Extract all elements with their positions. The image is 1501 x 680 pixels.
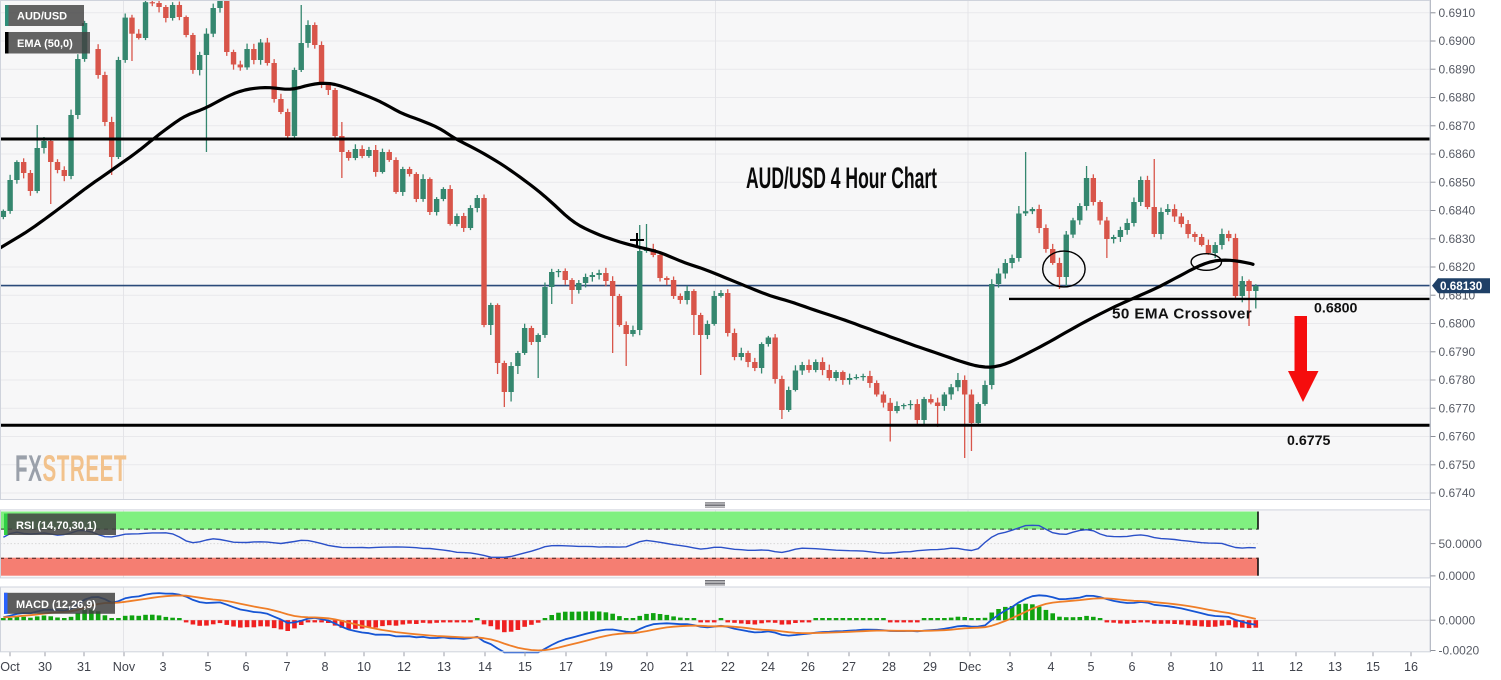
svg-text:3: 3 bbox=[1006, 660, 1013, 674]
svg-text:15: 15 bbox=[518, 660, 532, 674]
svg-text:-0.0020: -0.0020 bbox=[1439, 644, 1480, 658]
svg-text:0.6820: 0.6820 bbox=[1439, 260, 1476, 274]
svg-text:RSI (14,70,30,1): RSI (14,70,30,1) bbox=[16, 520, 97, 532]
svg-text:0.6830: 0.6830 bbox=[1439, 232, 1476, 246]
svg-text:0.6850: 0.6850 bbox=[1439, 175, 1476, 189]
svg-text:16: 16 bbox=[1404, 660, 1418, 674]
svg-text:0.6750: 0.6750 bbox=[1439, 458, 1476, 472]
svg-text:50.0000: 50.0000 bbox=[1439, 537, 1483, 551]
svg-text:13: 13 bbox=[1328, 660, 1342, 674]
svg-text:11: 11 bbox=[1251, 660, 1264, 674]
svg-text:FXSTREET: FXSTREET bbox=[15, 449, 127, 490]
svg-text:8: 8 bbox=[1167, 660, 1174, 674]
svg-text:31: 31 bbox=[77, 660, 91, 674]
svg-text:30: 30 bbox=[38, 660, 52, 674]
svg-text:21: 21 bbox=[680, 660, 694, 674]
svg-text:13: 13 bbox=[437, 660, 451, 674]
svg-text:5: 5 bbox=[204, 660, 211, 674]
svg-text:29: 29 bbox=[923, 660, 937, 674]
svg-text:0.6900: 0.6900 bbox=[1439, 34, 1476, 48]
svg-text:0.6840: 0.6840 bbox=[1439, 204, 1476, 218]
svg-text:27: 27 bbox=[842, 660, 856, 674]
svg-text:0.6775: 0.6775 bbox=[1287, 433, 1331, 449]
svg-text:0.68130: 0.68130 bbox=[1440, 280, 1483, 293]
svg-text:0.6860: 0.6860 bbox=[1439, 147, 1476, 161]
svg-text:7: 7 bbox=[283, 660, 290, 674]
svg-text:0.0000: 0.0000 bbox=[1439, 613, 1476, 627]
svg-text:10: 10 bbox=[1209, 660, 1223, 674]
svg-text:0.0000: 0.0000 bbox=[1439, 569, 1476, 583]
svg-text:12: 12 bbox=[1289, 660, 1303, 674]
svg-text:24: 24 bbox=[761, 660, 775, 674]
svg-text:28: 28 bbox=[882, 660, 896, 674]
svg-text:20: 20 bbox=[640, 660, 654, 674]
svg-text:12: 12 bbox=[397, 660, 411, 674]
svg-text:3: 3 bbox=[159, 660, 166, 674]
svg-text:6: 6 bbox=[242, 660, 249, 674]
svg-text:50 EMA Crossover: 50 EMA Crossover bbox=[1112, 306, 1252, 323]
svg-text:MACD (12,26,9): MACD (12,26,9) bbox=[16, 599, 96, 611]
svg-text:0.6910: 0.6910 bbox=[1439, 6, 1476, 20]
svg-text:0.6890: 0.6890 bbox=[1439, 63, 1476, 77]
svg-text:Dec: Dec bbox=[959, 660, 981, 674]
svg-text:0.6800: 0.6800 bbox=[1314, 301, 1358, 317]
svg-text:0.6800: 0.6800 bbox=[1439, 317, 1476, 331]
svg-text:22: 22 bbox=[721, 660, 735, 674]
svg-text:14: 14 bbox=[478, 660, 492, 674]
svg-text:0.6780: 0.6780 bbox=[1439, 373, 1476, 387]
svg-text:0.6770: 0.6770 bbox=[1439, 401, 1476, 415]
svg-text:15: 15 bbox=[1366, 660, 1380, 674]
svg-text:8: 8 bbox=[321, 660, 328, 674]
svg-text:0.6870: 0.6870 bbox=[1439, 119, 1476, 133]
svg-text:Oct: Oct bbox=[0, 660, 20, 674]
svg-text:AUD/USD: AUD/USD bbox=[17, 11, 67, 23]
svg-text:5: 5 bbox=[1087, 660, 1094, 674]
svg-text:19: 19 bbox=[599, 660, 613, 674]
svg-text:AUD/USD 4 Hour Chart: AUD/USD 4 Hour Chart bbox=[746, 162, 937, 195]
svg-text:0.6880: 0.6880 bbox=[1439, 91, 1476, 105]
svg-text:26: 26 bbox=[801, 660, 815, 674]
svg-text:6: 6 bbox=[1128, 660, 1135, 674]
svg-text:Nov: Nov bbox=[113, 660, 136, 674]
svg-text:0.6790: 0.6790 bbox=[1439, 345, 1476, 359]
svg-text:0.6740: 0.6740 bbox=[1439, 486, 1476, 500]
svg-text:10: 10 bbox=[357, 660, 371, 674]
svg-text:0.6760: 0.6760 bbox=[1439, 430, 1476, 444]
svg-text:4: 4 bbox=[1047, 660, 1054, 674]
svg-text:EMA (50,0): EMA (50,0) bbox=[17, 38, 73, 50]
svg-text:17: 17 bbox=[559, 660, 573, 674]
